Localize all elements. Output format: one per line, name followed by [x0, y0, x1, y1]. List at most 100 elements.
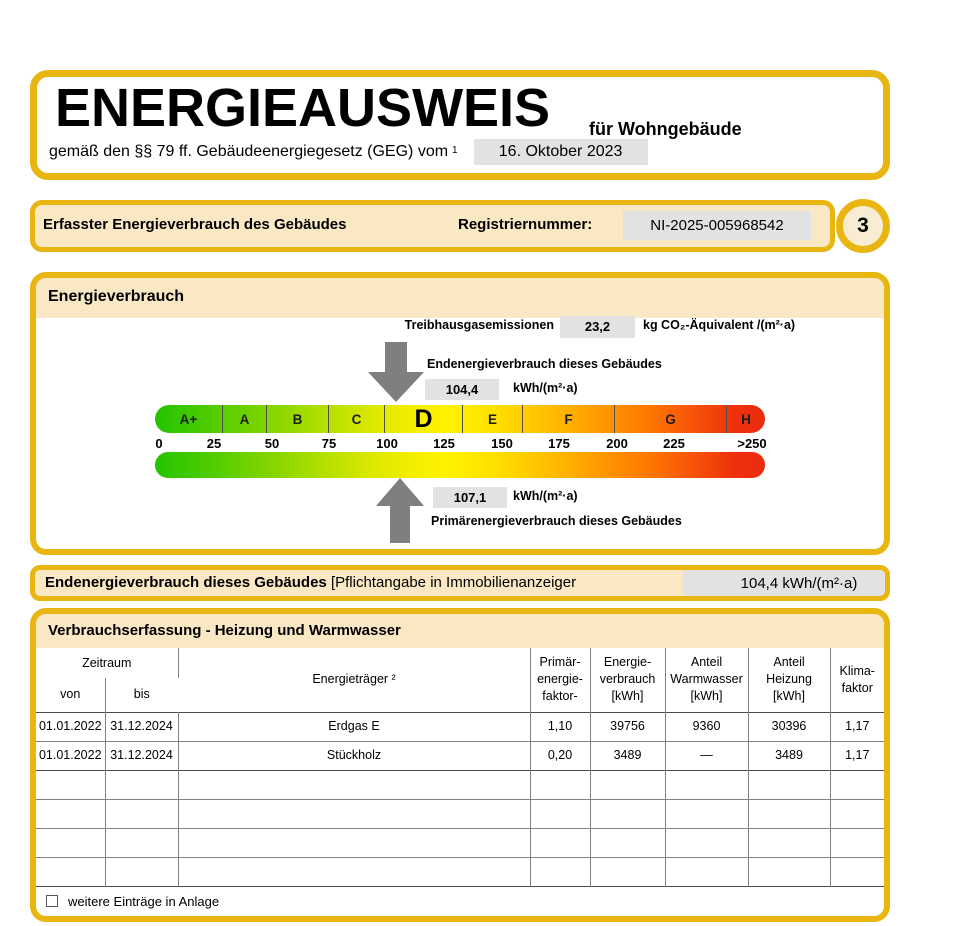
scale-class-a+: A+ — [155, 405, 223, 433]
scale-class-f: F — [523, 405, 615, 433]
page-subtitle: für Wohngebäude — [589, 119, 742, 139]
header-energieverbrauch: Energie- verbrauch [kWh] — [590, 648, 666, 712]
table-cell — [665, 770, 749, 799]
table-header: Zeitraum Energieträger ² Primär- energie… — [36, 648, 884, 712]
table-cell — [590, 770, 666, 799]
endenergieverbrauch-unit: kWh/(m²·a) — [513, 381, 578, 395]
table-cell: — — [665, 741, 749, 770]
treibhausgas-label: Treibhausgasemissionen — [404, 318, 554, 332]
page-title: ENERGIEAUSWEIS — [55, 78, 551, 138]
down-arrow-icon — [368, 342, 424, 402]
scale-tick: 75 — [321, 436, 337, 451]
table-cell: 30396 — [748, 712, 831, 741]
scale-tick: 125 — [433, 436, 455, 451]
table-cell — [36, 828, 106, 857]
law-reference-text: gemäß den §§ 79 ff. Gebäudeenergiegesetz… — [49, 143, 449, 160]
table-row-empty — [36, 770, 884, 799]
header-energietraeger: Energieträger ² — [178, 648, 531, 712]
header-klimafaktor: Klima- faktor — [839, 663, 875, 695]
table-cell — [36, 799, 106, 828]
table-cell — [36, 770, 106, 799]
table-cell: 1,17 — [845, 748, 870, 763]
consumption-table: Zeitraum Energieträger ² Primär- energie… — [36, 648, 884, 887]
header-bis: bis — [133, 687, 150, 702]
table-row: 01.01.2022 31.12.2024 Erdgas E 1,10 39756 936… — [36, 712, 884, 741]
table-cell: 01.01.2022 — [36, 712, 106, 741]
header-von: von — [36, 678, 106, 712]
scale-tick: 200 — [606, 436, 628, 451]
table-cell — [830, 799, 884, 828]
scale-tick: 225 — [663, 436, 685, 451]
table-cell: 3489 — [748, 741, 831, 770]
scale-class-d: D — [385, 405, 463, 433]
primaerenergie-unit: kWh/(m²·a) — [513, 489, 578, 503]
weitere-eintraege-row: weitere Einträge in Anlage — [46, 894, 884, 909]
table-cell — [665, 799, 749, 828]
table-cell — [105, 799, 179, 828]
scale-class-c: C — [329, 405, 385, 433]
table-cell — [105, 857, 179, 886]
header-anteil-warmwasser: Anteil Warmwasser [kWh] — [665, 648, 749, 712]
table-cell — [830, 828, 884, 857]
scale-class-band: A+ A B C D E F G H — [155, 405, 765, 433]
weitere-eintraege-label: weitere Einträge in Anlage — [68, 893, 220, 909]
table-cell — [530, 799, 591, 828]
section-title-energieverbrauch: Energieverbrauch — [36, 278, 884, 318]
header-zeitraum: Zeitraum — [36, 648, 179, 678]
table-cell: 31.12.2024 — [105, 712, 179, 741]
table-cell — [830, 857, 884, 886]
endenergieverbrauch-label: Endenergieverbrauch dieses Gebäudes — [427, 357, 662, 371]
verbrauchserfassung-box: Verbrauchserfassung - Heizung und Warmwa… — [30, 608, 890, 922]
endenergieverbrauch-value-box: 104,4 — [425, 379, 499, 400]
scale-tick: 175 — [548, 436, 570, 451]
table-cell: Erdgas E — [178, 712, 531, 741]
treibhausgas-unit: kg CO₂-Äquivalent /(m²·a) — [643, 318, 796, 332]
table-cell — [748, 857, 831, 886]
header-anteil-heizung: Anteil Heizung [kWh] — [748, 648, 831, 712]
registriernummer-value-box: NI-2025-005968542 — [623, 211, 811, 240]
table-cell: 0,20 — [530, 741, 591, 770]
scale-class-a: A — [223, 405, 267, 433]
pflichtangabe-text: Endenergieverbrauch dieses Gebäudes [Pfl… — [45, 574, 576, 591]
scale-tick: 50 — [264, 436, 280, 451]
primaerenergie-value-box: 107,1 — [433, 487, 507, 508]
scale-tick: 25 — [206, 436, 222, 451]
registriernummer-label: Registriernummer: — [458, 216, 593, 233]
scale-class-h: H — [741, 411, 751, 427]
consumption-table-body: 01.01.2022 31.12.2024 Erdgas E 1,10 39756 936… — [36, 712, 884, 886]
scale-gradient-band — [155, 452, 765, 478]
pflichtangabe-label-bold: Endenergieverbrauch dieses Gebäudes — [45, 574, 327, 591]
table-cell — [530, 857, 591, 886]
table-cell — [748, 770, 831, 799]
page-number-badge: 3 — [836, 199, 890, 253]
law-reference-row: gemäß den §§ 79 ff. Gebäudeenergiegesetz… — [49, 139, 648, 165]
scale-tick: 100 — [376, 436, 398, 451]
table-cell — [665, 857, 749, 886]
scale-ticks-row: 0 25 50 75 100 125 150 175 200 225 >250 — [155, 436, 766, 452]
scale-class-g: G — [615, 405, 727, 433]
scale-tick: 150 — [491, 436, 513, 451]
table-cell — [178, 857, 531, 886]
table-cell: 01.01.2022 — [36, 741, 106, 770]
energieverbrauch-box: Energieverbrauch Treibhausgasemissionen … — [30, 272, 890, 555]
footnote-marker: 1 — [452, 144, 458, 156]
table-cell: 39756 — [590, 712, 666, 741]
table-cell — [530, 828, 591, 857]
table-cell — [748, 799, 831, 828]
header-box: ENERGIEAUSWEIS für Wohngebäude gemäß den… — [30, 70, 890, 180]
table-row-empty — [36, 857, 884, 886]
pflichtangabe-label-rest: [Pflichtangabe in Immobilienanzeiger — [330, 574, 577, 591]
table-cell — [178, 828, 531, 857]
table-row-empty — [36, 828, 884, 857]
up-arrow-icon — [376, 478, 424, 543]
scale-tick: 0 — [155, 436, 163, 451]
table-cell — [665, 828, 749, 857]
table-cell: 31.12.2024 — [105, 741, 179, 770]
table-cell — [748, 828, 831, 857]
table-cell: 9360 — [665, 712, 749, 741]
weitere-eintraege-checkbox[interactable] — [46, 895, 58, 907]
table-row: 01.01.2022 31.12.2024 Stückholz 0,20 3489—34… — [36, 741, 884, 770]
registration-band: Erfasster Energieverbrauch des Gebäudes … — [30, 200, 835, 252]
header-primaerenergiefaktor: Primär- energie- faktor- — [530, 648, 591, 712]
